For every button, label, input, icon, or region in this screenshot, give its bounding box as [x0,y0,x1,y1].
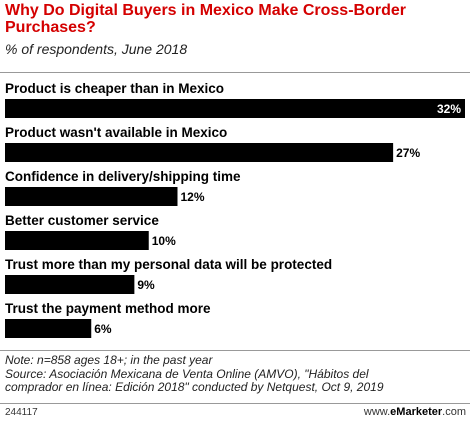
value-label: 9% [137,278,155,292]
bar-chart: Product is cheaper than in Mexico 32% Prod… [5,81,465,338]
category-label: Trust the payment method more [5,301,211,316]
category-label: Confidence in delivery/shipping time [5,169,241,184]
value-label: 10% [152,234,176,248]
footer-divider [0,403,470,404]
category-label: Trust more than my personal data will be… [5,257,332,272]
bar [5,99,465,118]
chart-footnote: Note: n=858 ages 18+; in the past year S… [5,353,467,395]
brand-prefix: www. [363,406,391,418]
brand-suffix: .com [442,406,466,418]
value-label: 6% [94,322,112,336]
bar [5,143,394,162]
footnote-source-line-2: comprador en línea: Edición 2018" conduc… [5,380,384,394]
value-label: 27% [396,146,420,160]
chart-id: 244117 [5,407,38,418]
value-label: 32% [437,102,461,116]
bar [5,231,149,250]
category-label: Product wasn't available in Mexico [5,125,227,140]
bottom-divider [0,350,470,351]
top-divider [0,72,470,73]
brand-name: eMarketer [390,406,443,418]
category-label: Better customer service [5,213,159,228]
category-label: Product is cheaper than in Mexico [5,81,224,96]
value-label: 12% [181,190,205,204]
bar [5,319,92,338]
bar [5,275,135,294]
chart-subtitle: % of respondents, June 2018 [5,41,188,57]
footnote-note: Note: n=858 ages 18+; in the past year [5,353,213,367]
brand-link[interactable]: www.eMarketer.com [364,406,466,418]
footnote-source-line-1: Source: Asociación Mexicana de Venta Onl… [5,366,369,381]
bar [5,187,178,206]
chart-title: Why Do Digital Buyers in Mexico Make Cro… [5,2,406,36]
